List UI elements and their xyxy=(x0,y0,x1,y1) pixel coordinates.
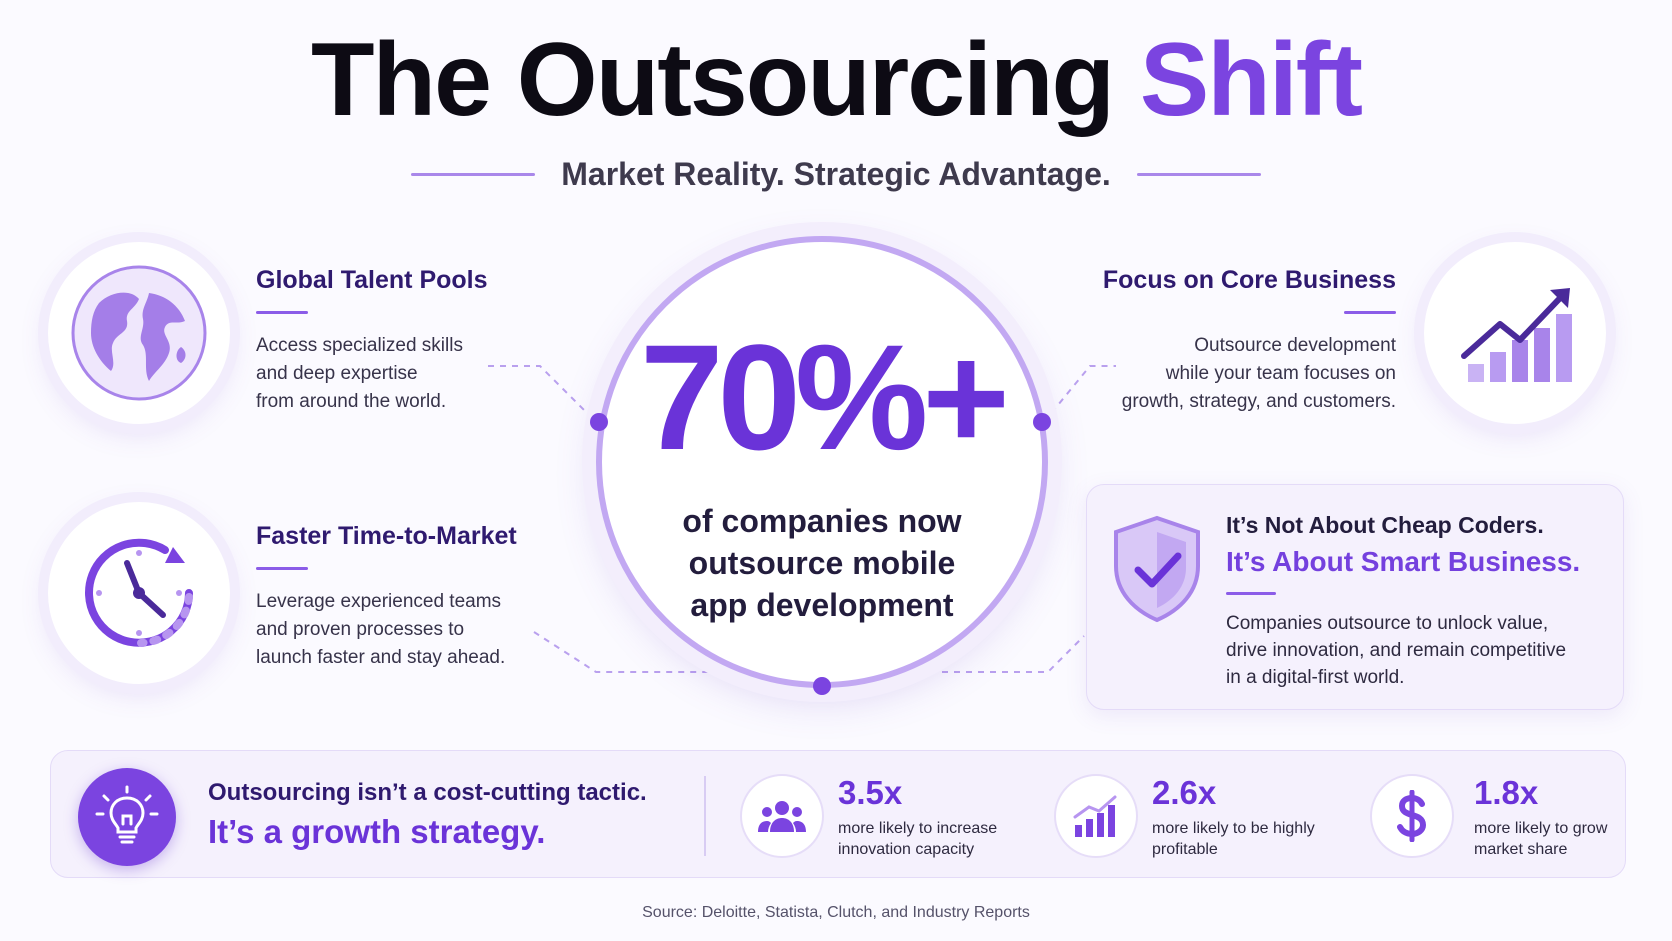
bar-chart-icon xyxy=(1073,795,1117,837)
subtitle-row: Market Reality. Strategic Advantage. xyxy=(0,156,1672,193)
stat-innovation-value: 3.5x xyxy=(838,774,903,811)
connector-dot-left xyxy=(590,413,608,431)
feature-focus-line: growth, strategy, and customers. xyxy=(1121,391,1396,412)
stat-circle xyxy=(596,236,1048,688)
feature-focus-title: Focus on Core Business xyxy=(1102,266,1396,294)
dollar-icon xyxy=(1397,790,1427,842)
stat-market-share-value: 1.8x xyxy=(1474,774,1539,811)
feature-focus: Focus on Core Business Outsource develop… xyxy=(1056,266,1396,416)
source-note: Source: Deloitte, Statista, Clutch, and … xyxy=(642,904,1030,921)
growth-chart-icon xyxy=(1461,288,1572,382)
connector-dot-right xyxy=(1033,413,1051,431)
title-main: The Outsourcing xyxy=(311,22,1115,138)
feature-global-line: and deep expertise xyxy=(256,363,418,384)
globe-circle xyxy=(48,242,230,424)
feature-faster-body: Leverage experienced teams and proven pr… xyxy=(256,588,576,672)
connector-faster xyxy=(533,631,822,673)
card-heading: It’s Not About Cheap Coders. xyxy=(1226,512,1544,538)
lightbulb-icon xyxy=(95,785,159,844)
growth-circle xyxy=(1424,242,1606,424)
feature-focus-line: while your team focuses on xyxy=(1165,363,1396,384)
page-title: The Outsourcing Shift xyxy=(0,28,1672,132)
headline-caption-line: outsource mobile xyxy=(688,545,956,581)
team-icon xyxy=(758,801,806,832)
feature-global-title: Global Talent Pools xyxy=(256,266,488,294)
bar-divider xyxy=(704,776,706,856)
stat-profitable-value: 2.6x xyxy=(1152,774,1217,811)
feature-global-line: Access specialized skills xyxy=(256,335,463,356)
bar-tagline: Outsourcing isn’t a cost-cutting tactic. xyxy=(208,779,647,806)
stat-desc-line: more likely to be highly xyxy=(1152,820,1315,837)
stat-desc-line: more likely to increase xyxy=(838,820,998,837)
feature-global-rule xyxy=(256,311,308,314)
dollar-icon-circle xyxy=(1370,774,1454,858)
stat-innovation: 3.5x more likely to increase innovation … xyxy=(838,774,1018,860)
feature-focus-body: Outsource development while your team fo… xyxy=(1056,332,1396,416)
feature-global: Global Talent Pools Access specialized s… xyxy=(256,266,556,416)
card-body-line: in a digital-first world. xyxy=(1226,667,1405,688)
feature-focus-line: Outsource development xyxy=(1194,335,1396,356)
feature-global-line: from around the world. xyxy=(256,391,447,412)
growth-strategy-bar xyxy=(50,750,1626,878)
clock-icon xyxy=(85,538,193,647)
title-accent: Shift xyxy=(1139,22,1363,138)
connector-global xyxy=(488,365,597,423)
subtitle: Market Reality. Strategic Advantage. xyxy=(561,156,1111,192)
subtitle-rule-right xyxy=(1136,173,1261,176)
headline-caption-line: app development xyxy=(690,587,954,623)
card-rule xyxy=(1226,592,1276,595)
shield-check-icon xyxy=(1114,515,1200,623)
connector-focus xyxy=(1043,365,1116,423)
card-body-line: Companies outsource to unlock value, xyxy=(1226,613,1549,634)
stat-market-share: 1.8x more likely to grow market share xyxy=(1474,774,1624,860)
feature-focus-rule xyxy=(1344,311,1396,314)
stat-desc-line: innovation capacity xyxy=(838,841,975,858)
feature-faster-line: launch faster and stay ahead. xyxy=(256,647,506,668)
feature-faster-line: Leverage experienced teams xyxy=(256,591,502,612)
stat-desc-line: market share xyxy=(1474,841,1568,858)
globe-icon xyxy=(71,265,207,401)
feature-global-body: Access specialized skills and deep exper… xyxy=(256,332,556,416)
stat-profitable-desc: more likely to be highly profitable xyxy=(1152,818,1332,860)
headline-stat: 70%+ xyxy=(640,313,1010,481)
feature-faster-line: and proven processes to xyxy=(256,619,465,640)
feature-faster: Faster Time-to-Market Leverage experienc… xyxy=(256,522,576,672)
stat-market-share-desc: more likely to grow market share xyxy=(1474,818,1624,860)
card-subheading: It’s About Smart Business. xyxy=(1226,546,1581,577)
stat-desc-line: more likely to grow xyxy=(1474,820,1608,837)
feature-faster-rule xyxy=(256,567,308,570)
stat-profitable: 2.6x more likely to be highly profitable xyxy=(1152,774,1332,860)
bar-chart-icon-circle xyxy=(1054,774,1138,858)
stat-desc-line: profitable xyxy=(1152,841,1218,858)
feature-faster-title: Faster Time-to-Market xyxy=(256,522,517,550)
bar-headline: It’s a growth strategy. xyxy=(208,813,546,850)
headline-caption-line: of companies now xyxy=(682,503,962,539)
card-body-line: drive innovation, and remain competitive xyxy=(1226,640,1567,661)
stat-innovation-desc: more likely to increase innovation capac… xyxy=(838,818,1018,860)
team-icon-circle xyxy=(740,774,824,858)
headline-caption: of companies now outsource mobile app de… xyxy=(596,500,1048,626)
subtitle-rule-left xyxy=(411,173,536,176)
lightbulb-badge xyxy=(78,768,176,866)
card-body: Companies outsource to unlock value, dri… xyxy=(1226,610,1606,691)
clock-circle xyxy=(48,502,230,684)
connector-dot-bottom xyxy=(813,677,831,695)
